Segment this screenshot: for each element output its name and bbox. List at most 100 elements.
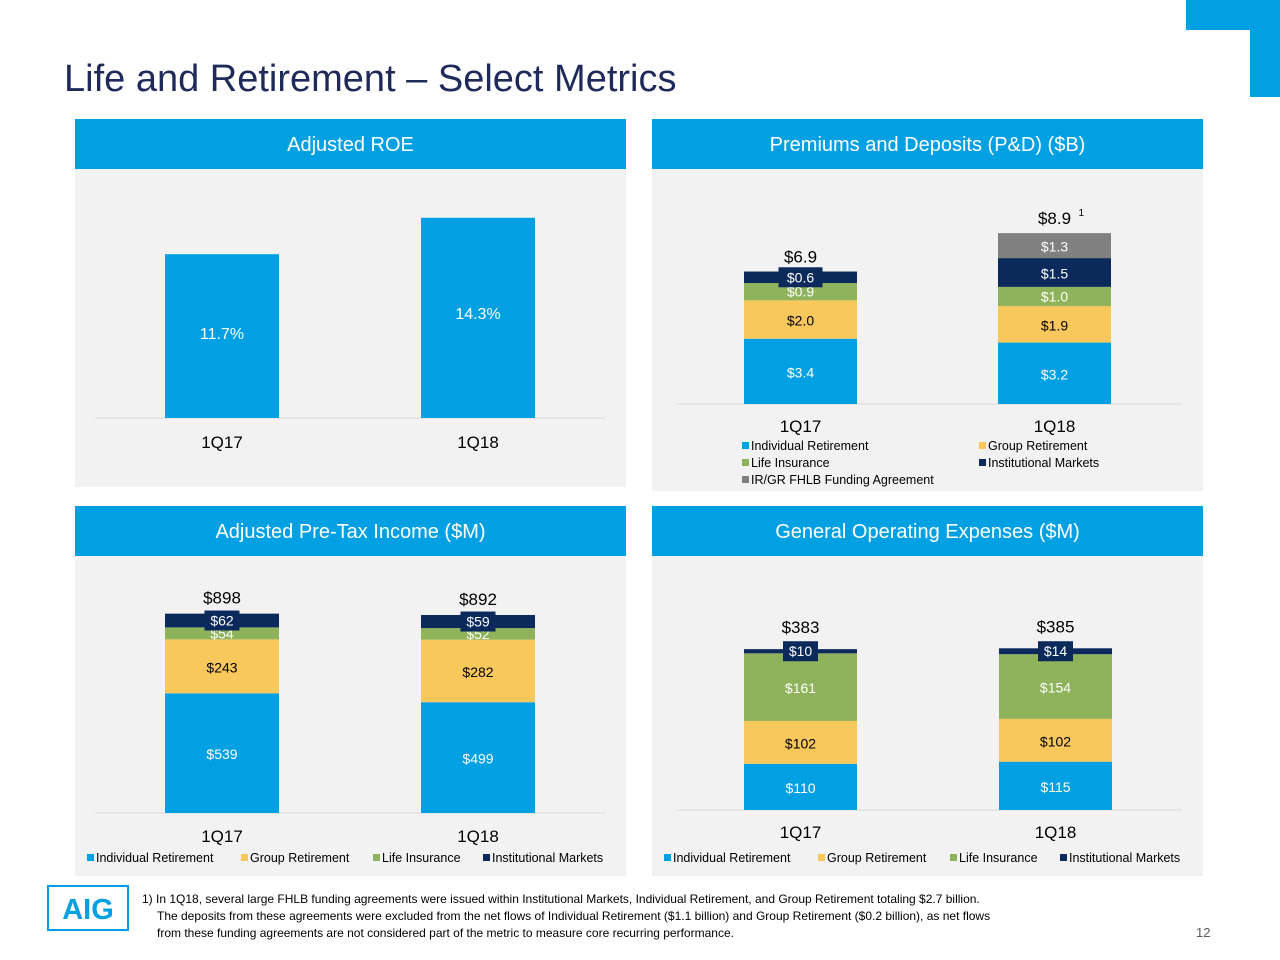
pti-bar-group-retirement <box>165 639 279 694</box>
aig-logo-text: AIG <box>62 894 114 926</box>
goe-legend-label: Group Retirement <box>827 851 927 865</box>
goe-bar-group-retirement <box>999 718 1112 762</box>
goe-bar-group-retirement <box>744 720 857 764</box>
pti-category-label: 1Q18 <box>457 827 499 846</box>
goe-legend-swatch <box>950 854 957 861</box>
pti-data-label: $499 <box>462 751 493 767</box>
footnote-line: 1) In 1Q18, several large FHLB funding a… <box>142 892 980 906</box>
pd-legend-label: Individual Retirement <box>751 439 869 453</box>
premiums-deposits-panel-title: Premiums and Deposits (P&D) ($B) <box>652 119 1203 169</box>
pd-legend-swatch <box>742 442 749 449</box>
roe-category-label: 1Q18 <box>457 433 499 452</box>
pti-legend-swatch <box>483 854 490 861</box>
goe-data-label: $115 <box>1040 779 1070 795</box>
pd-data-label: $1.5 <box>1041 265 1068 281</box>
roe-panel-title: Adjusted ROE <box>75 119 626 169</box>
pd-data-label-bg <box>778 267 823 288</box>
pti-total-label: $898 <box>203 589 241 608</box>
pti-category-label: 1Q17 <box>201 827 243 846</box>
pti-bar-individual-retirement <box>165 693 279 813</box>
goe-legend-swatch <box>1060 854 1067 861</box>
operating-expenses-panel: General Operating Expenses ($M) $110 $102… <box>652 506 1203 876</box>
pd-total-superscript: 1 <box>1079 208 1085 219</box>
goe-data-label: $161 <box>785 680 816 696</box>
goe-legend-label: Individual Retirement <box>673 851 791 865</box>
goe-data-label-bg <box>1038 641 1073 662</box>
goe-total-label: $385 <box>1037 617 1075 636</box>
operating-expenses-chart: $110 $102 $161 $10 $383 1Q17 $115 $102 $154 $14 $3… <box>664 617 1182 865</box>
pd-category-label: 1Q18 <box>1034 417 1076 436</box>
pd-bar-individual-retirement <box>744 338 857 404</box>
roe-bar <box>165 254 279 418</box>
footnote: 1) In 1Q18, several large FHLB funding a… <box>142 891 990 942</box>
pti-data-label-bg <box>460 611 496 632</box>
roe-data-label: 14.3% <box>455 306 500 323</box>
pd-total-label: $8.9 <box>1038 209 1071 228</box>
pd-legend-swatch <box>979 442 986 449</box>
pti-bar-life-insurance <box>421 628 535 640</box>
pti-total-label: $892 <box>459 590 497 609</box>
pd-bar-group-retirement <box>744 300 857 339</box>
pti-legend-label: Group Retirement <box>250 851 350 865</box>
pti-legend-swatch <box>373 854 380 861</box>
page-number: 12 <box>1196 925 1211 940</box>
pti-legend-label: Individual Retirement <box>96 851 214 865</box>
pd-legend-label: Group Retirement <box>988 439 1088 453</box>
page-title: Life and Retirement – Select Metrics <box>64 58 677 100</box>
goe-bar-life-insurance <box>999 654 1112 719</box>
pd-legend-swatch <box>742 459 749 466</box>
goe-category-label: 1Q17 <box>780 823 822 842</box>
pd-legend-label: Life Insurance <box>751 456 830 470</box>
roe-chart: 11.7% 1Q17 14.3% 1Q18 <box>95 217 605 452</box>
goe-data-label: $154 <box>1040 680 1071 696</box>
goe-legend-label: Life Insurance <box>959 851 1038 865</box>
pti-data-label: $539 <box>206 746 237 762</box>
pd-legend-label: Institutional Markets <box>988 456 1099 470</box>
roe-data-label: 11.7% <box>200 326 244 343</box>
pd-data-label: $1.0 <box>1041 288 1068 304</box>
roe-panel: Adjusted ROE 11.7% 1Q17 14.3% 1Q18 <box>75 119 626 487</box>
pd-bar-group-retirement <box>998 306 1111 343</box>
pretax-income-panel-title: Adjusted Pre-Tax Income ($M) <box>75 506 626 556</box>
pd-bar-ir-gr-fhlb-funding-agreement <box>998 233 1111 259</box>
goe-category-label: 1Q18 <box>1035 823 1077 842</box>
corner-accent-horizontal <box>1186 0 1250 30</box>
pti-legend-swatch <box>241 854 248 861</box>
goe-legend-swatch <box>664 854 671 861</box>
pd-bar-individual-retirement <box>998 342 1111 404</box>
pd-total-label: $6.9 <box>784 248 817 267</box>
roe-bar <box>421 217 535 418</box>
goe-data-label: $102 <box>1040 733 1071 749</box>
premiums-deposits-panel: Premiums and Deposits (P&D) ($B) $3.4 $2.… <box>652 119 1203 491</box>
pd-bar-life-insurance <box>998 286 1111 307</box>
pd-legend-label: IR/GR FHLB Funding Agreement <box>751 473 934 487</box>
pti-bar-individual-retirement <box>421 702 535 813</box>
pd-legend-swatch <box>979 459 986 466</box>
pd-bar-life-insurance <box>744 283 857 301</box>
pd-data-label: $0.9 <box>787 284 814 300</box>
operating-expenses-panel-title: General Operating Expenses ($M) <box>652 506 1203 556</box>
pti-bar-group-retirement <box>421 639 535 703</box>
pd-legend-swatch <box>742 476 749 483</box>
aig-logo: AIG <box>47 885 129 931</box>
pretax-income-panel: Adjusted Pre-Tax Income ($M) $539 $243 $54… <box>75 506 626 876</box>
pti-data-label-bg <box>204 610 240 631</box>
corner-accent-vertical <box>1250 0 1280 97</box>
footnote-line: The deposits from these agreements were … <box>157 909 991 923</box>
goe-total-label: $383 <box>782 618 820 637</box>
pd-data-label: $1.9 <box>1041 317 1068 333</box>
goe-bar-life-insurance <box>744 653 857 721</box>
pd-data-label: $1.3 <box>1041 239 1068 255</box>
pd-category-label: 1Q17 <box>780 417 822 436</box>
pd-bar-institutional-markets <box>998 258 1111 287</box>
goe-data-label: $14 <box>1044 643 1068 659</box>
premiums-deposits-chart: $3.4 $2.0 $0.9$0.6 $6.9 1Q17 $3.2 $1.9 $1.0 $1.5… <box>677 208 1182 487</box>
pti-legend-swatch <box>87 854 94 861</box>
pd-data-label: $3.4 <box>787 364 814 380</box>
pd-data-label: $2.0 <box>787 313 814 329</box>
pti-legend-label: Life Insurance <box>382 851 461 865</box>
goe-data-label: $110 <box>785 780 815 796</box>
goe-bar-individual-retirement <box>744 763 857 810</box>
pti-legend-label: Institutional Markets <box>492 851 603 865</box>
goe-data-label: $10 <box>789 643 813 659</box>
